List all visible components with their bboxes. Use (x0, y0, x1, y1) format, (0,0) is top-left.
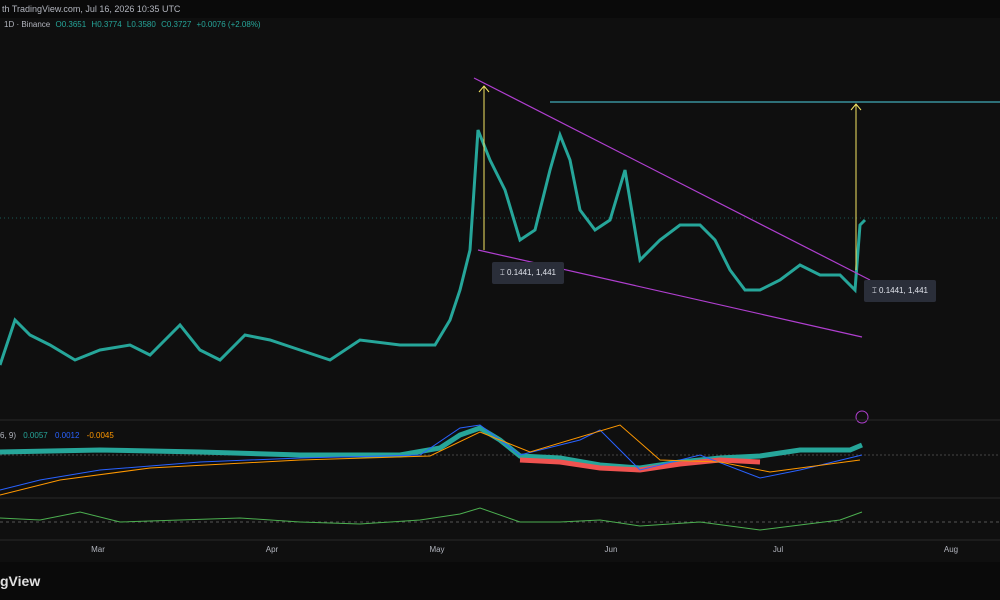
trendline-upper[interactable] (473, 77, 871, 281)
macd-histogram (0, 425, 863, 471)
footer: gView (0, 562, 1000, 600)
month-label: Aug (944, 545, 958, 554)
arrow-head (850, 103, 862, 111)
high: H0.3774 (91, 20, 122, 29)
month-label: May (429, 545, 444, 554)
histogram-value: -0.0045 (86, 431, 114, 440)
open: O0.3651 (55, 20, 87, 29)
month-label: Jul (773, 545, 783, 554)
brand: gView (0, 573, 41, 589)
measure-label[interactable]: ⌶ 0.1441, 1,441 (864, 280, 936, 302)
alert-icon[interactable] (855, 410, 869, 424)
change: +0.0076 (+2.08%) (196, 20, 261, 29)
close: C0.3727 (161, 20, 192, 29)
ohlc-legend: 1D · Binance O0.3651 H0.3774 L0.3580 C0.… (4, 20, 264, 29)
measure-text: 0.1441, 1,441 (507, 268, 556, 277)
interval: 1D · Binance (4, 20, 51, 29)
arrow-head (478, 85, 490, 93)
low: L0.3580 (126, 20, 156, 29)
rsi-line (0, 507, 863, 531)
time-axis: Mar Apr May Jun Jul Aug (91, 545, 958, 554)
measure-label[interactable]: ⌶ 0.1441, 1,441 (492, 262, 564, 284)
macd-value: 0.0057 (23, 431, 48, 440)
macd-params: 6, 9) (0, 431, 17, 440)
caption-bar: th TradingView.com, Jul 16, 2026 10:35 U… (0, 0, 1000, 18)
chart-canvas: Mar Apr May Jun Jul Aug (0, 77, 1000, 554)
measure-text: 0.1441, 1,441 (879, 286, 928, 295)
month-label: Mar (91, 545, 105, 554)
price-series (0, 129, 867, 366)
signal-value: 0.0012 (54, 431, 80, 440)
caption: th TradingView.com, Jul 16, 2026 10:35 U… (2, 4, 181, 14)
month-label: Apr (266, 545, 279, 554)
signal-line (0, 424, 861, 496)
macd-histogram-neg (519, 457, 761, 473)
month-label: Jun (605, 545, 618, 554)
macd-legend: 6, 9) 0.0057 0.0012 -0.0045 (0, 431, 119, 440)
